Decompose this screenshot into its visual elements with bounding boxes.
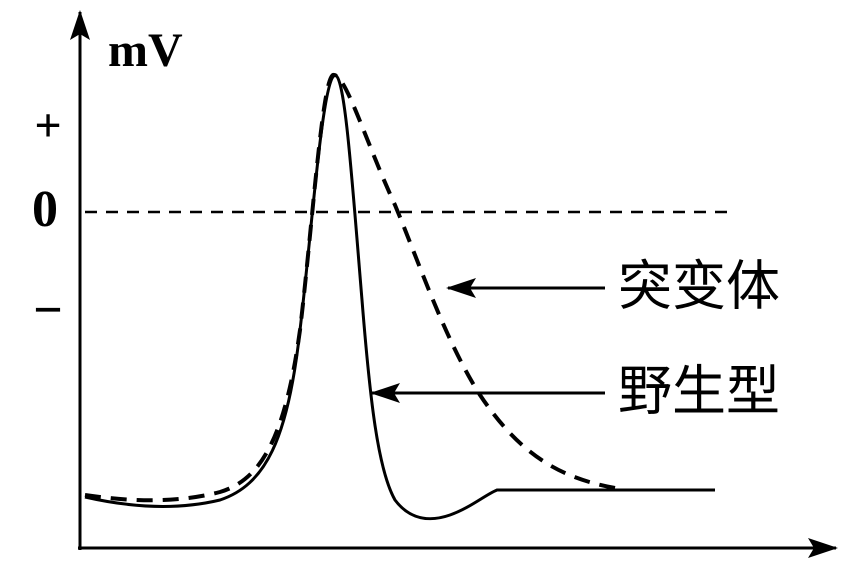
zero-mark: 0 (32, 181, 58, 238)
plus-mark: + (34, 99, 61, 152)
wild-type-label: 野生型 (618, 361, 780, 421)
unit-label: mV (108, 24, 183, 77)
wild-type-curve (84, 73, 715, 521)
minus-mark: − (33, 282, 63, 339)
mutant-label: 突变体 (618, 256, 780, 316)
